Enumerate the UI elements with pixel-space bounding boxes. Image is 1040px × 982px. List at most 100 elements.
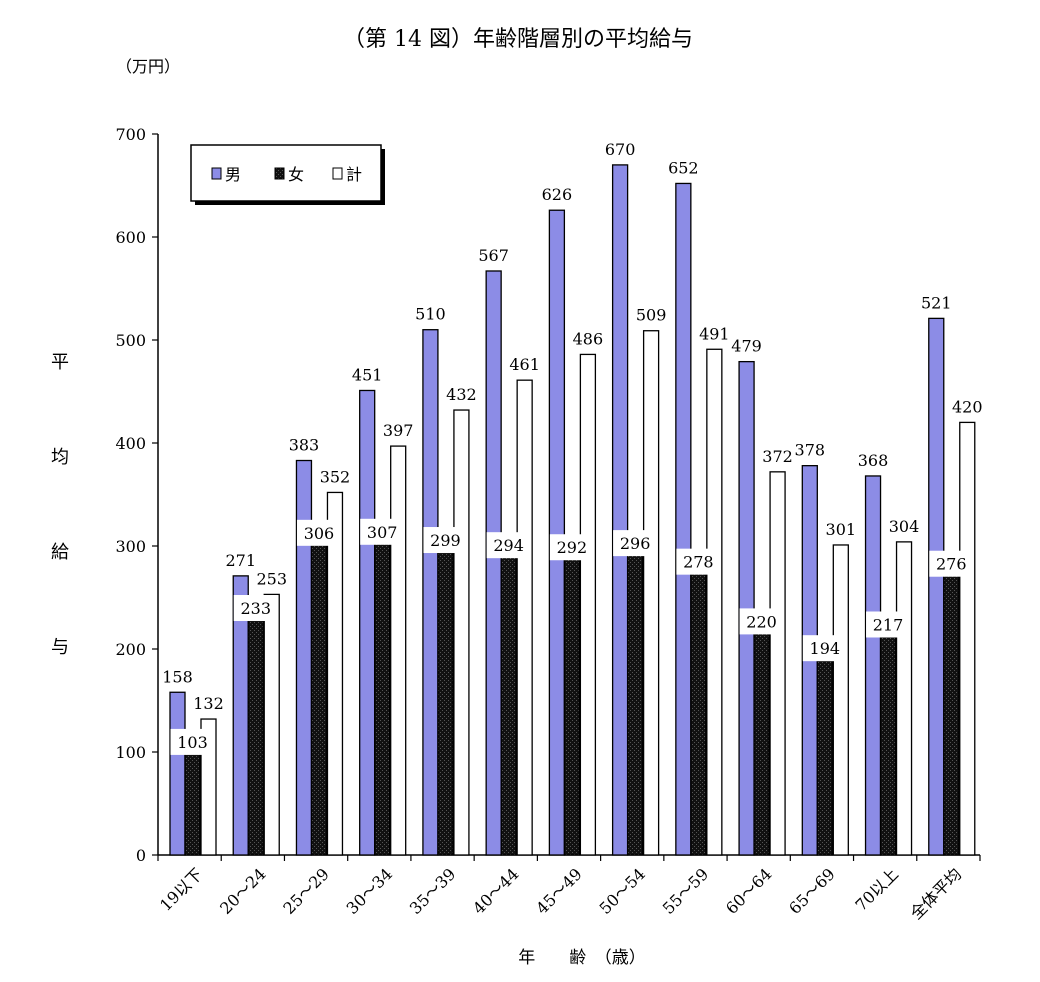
data-label-female-bg: [170, 728, 215, 755]
x-tick-labels: 19以下 20～24 25～29 30～34 35～39 40～44 45～49 50～54 5…: [156, 864, 965, 923]
data-label-total: 372: [762, 447, 793, 466]
data-label-female: 296: [620, 534, 651, 553]
bar-total: [579, 353, 597, 856]
data-label-female-bg: [233, 595, 278, 622]
bar-total: [516, 379, 533, 856]
x-tick-label: 60～64: [722, 864, 776, 918]
data-label-female: 103: [177, 733, 208, 752]
data-label-female-bg: [613, 530, 658, 557]
axes: 0 100 200 300 400 500 600 700: [115, 125, 981, 865]
data-label-total: 132: [193, 694, 224, 713]
data-label-male: 510: [415, 305, 446, 324]
data-label-female: 276: [936, 555, 967, 574]
x-tick-label: 40～44: [469, 864, 523, 918]
data-label-female-bg: [360, 518, 405, 545]
y-axis-label-char: 与: [51, 637, 69, 658]
data-label-total: 491: [699, 324, 730, 343]
data-label-female: 299: [430, 531, 461, 550]
y-tick-label: 0: [136, 846, 146, 865]
legend-label: 女: [288, 165, 304, 184]
bar-female: [626, 549, 644, 856]
data-label-total: 253: [256, 569, 287, 588]
bar-total: [642, 330, 660, 856]
bar-female: [310, 539, 328, 856]
data-label-female: 292: [557, 538, 588, 557]
bar-male: [864, 475, 882, 856]
data-label-total: 432: [446, 385, 477, 404]
bar-total: [895, 541, 913, 856]
data-label-total: 461: [509, 355, 540, 374]
data-label-female: 294: [493, 536, 524, 555]
bar-female: [563, 553, 581, 856]
bar-female: [879, 630, 897, 856]
legend-swatch: [332, 167, 343, 180]
x-tick-label: 30～34: [343, 864, 397, 918]
bar-female: [690, 568, 707, 856]
data-label-female: 307: [367, 523, 398, 542]
bar-total: [326, 491, 344, 856]
legend-shadow-bottom: [195, 201, 385, 205]
legend-swatch: [211, 167, 222, 180]
bar-male: [295, 459, 313, 856]
data-label-male: 378: [795, 441, 826, 460]
bar-female: [816, 654, 833, 856]
data-label-male: 567: [478, 246, 509, 265]
legend-shadow: [381, 149, 385, 205]
data-label-total: 509: [636, 306, 667, 325]
chart-title: （第 14 図）年齢階層別の平均給与: [343, 27, 693, 52]
bar-total: [390, 445, 407, 856]
y-axis-label-char: 給: [51, 542, 69, 563]
data-label-male: 670: [605, 140, 636, 159]
legend-swatch: [274, 167, 285, 180]
y-axis-label-char: 平: [51, 352, 69, 373]
x-tick-label: 全体平均: [907, 864, 966, 923]
y-axis-label-char: 均: [51, 447, 69, 468]
x-tick-label: 50～54: [596, 864, 650, 918]
data-label-female-bg: [296, 519, 341, 546]
legend: 男女計: [190, 144, 385, 205]
data-label-female-bg: [739, 608, 784, 635]
y-tick-label: 400: [115, 434, 146, 453]
data-label-male: 383: [289, 436, 320, 455]
y-tick-label: 300: [115, 537, 146, 556]
bar-male: [169, 691, 186, 856]
data-label-male: 626: [542, 185, 573, 204]
data-label-female-bg: [929, 550, 974, 577]
legend-label: 男: [225, 165, 241, 184]
data-label-male: 479: [731, 337, 762, 356]
data-label-female: 278: [683, 553, 714, 572]
data-label-female-bg: [423, 527, 468, 554]
y-tick-label: 200: [115, 640, 146, 659]
data-label-female-bg: [802, 635, 847, 662]
data-label-female: 306: [304, 524, 335, 543]
y-tick-label: 100: [115, 743, 146, 762]
data-label-male: 521: [921, 293, 952, 312]
x-tick-label: 45～49: [532, 864, 586, 918]
bar-female: [943, 570, 960, 856]
bar-male: [928, 317, 945, 856]
bar-male: [675, 182, 692, 856]
y-tick-label: 600: [115, 228, 146, 247]
data-label-female-bg: [676, 548, 721, 575]
data-label-female: 217: [873, 615, 904, 634]
bar-male: [485, 270, 502, 856]
data-label-male: 451: [352, 365, 383, 384]
data-label-total: 301: [826, 520, 857, 539]
data-label-total: 397: [383, 421, 414, 440]
data-label-male: 368: [858, 451, 889, 470]
data-label-male: 271: [225, 551, 256, 570]
bar-female: [184, 748, 201, 856]
x-tick-label: 19以下: [156, 864, 206, 914]
data-label-female-bg: [486, 532, 531, 559]
bar-total: [959, 421, 976, 856]
bar-total: [832, 544, 849, 856]
bar-male: [422, 329, 439, 856]
y-unit-label: （万円）: [116, 57, 180, 76]
bar-male: [611, 164, 629, 856]
legend-label: 計: [346, 165, 362, 184]
x-tick-label: 65～69: [785, 864, 839, 918]
y-axis-label: 平均給与: [51, 352, 69, 658]
data-label-total: 304: [889, 517, 920, 536]
